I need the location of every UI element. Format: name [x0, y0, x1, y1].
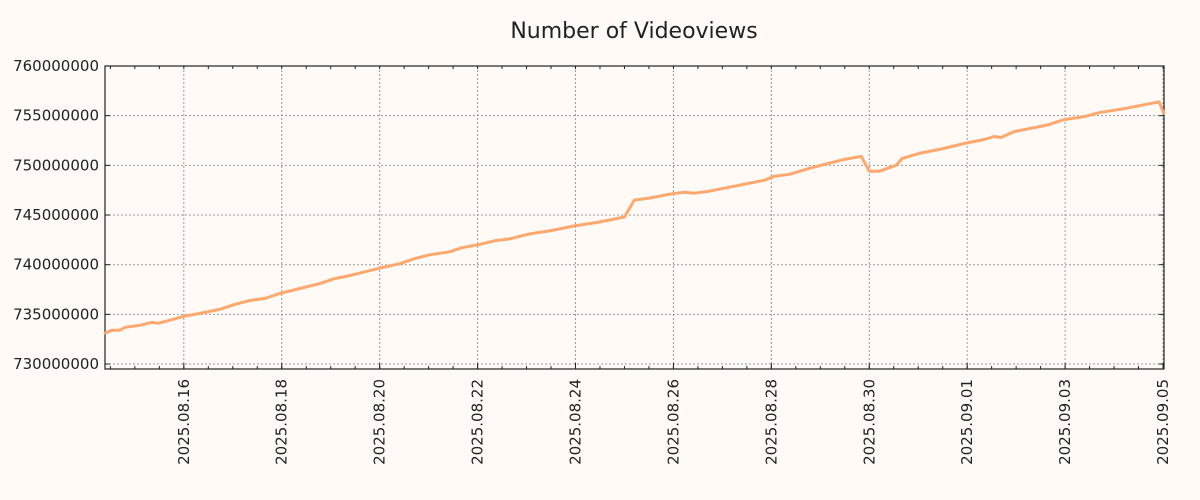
data-point — [633, 198, 636, 202]
y-tick-label: 760000000 — [13, 57, 99, 75]
data-point — [707, 189, 711, 193]
data-point — [1122, 107, 1126, 110]
data-point — [738, 184, 741, 187]
data-point — [763, 179, 766, 182]
data-point — [682, 190, 686, 194]
data-point — [318, 282, 322, 285]
plot-frame — [104, 65, 1165, 370]
data-point — [460, 246, 463, 249]
data-point — [208, 310, 211, 313]
data-point — [788, 173, 791, 176]
data-point — [233, 303, 236, 306]
data-point — [218, 308, 221, 311]
data-point — [298, 287, 302, 290]
data-point — [110, 329, 114, 332]
data-point — [198, 312, 202, 315]
data-point — [156, 322, 160, 325]
y-tick-label: 740000000 — [13, 256, 99, 274]
data-point — [860, 155, 863, 158]
data-point — [150, 321, 154, 324]
data-point — [900, 157, 904, 160]
data-point — [573, 224, 576, 228]
axes: 730000000 735000000 740000000 745000000 7500… — [13, 57, 1172, 465]
data-point — [138, 324, 141, 327]
data-point — [448, 250, 451, 253]
data-point — [999, 136, 1003, 139]
x-tick-label: 2025.08.28 — [762, 379, 780, 465]
data-point — [1082, 115, 1086, 118]
data-point — [823, 163, 826, 166]
data-point — [598, 220, 601, 224]
x-tick-label: 2025.09.01 — [958, 379, 976, 465]
data-point — [843, 158, 846, 161]
y-tick-label: 755000000 — [13, 107, 99, 125]
grid — [105, 65, 1164, 369]
data-point — [182, 315, 186, 318]
x-tick-label: 2025.08.16 — [175, 379, 193, 465]
data-point — [963, 142, 966, 145]
data-point — [1012, 130, 1016, 133]
data-point — [168, 319, 171, 322]
x-tick-label: 2025.09.03 — [1056, 379, 1074, 465]
data-point — [623, 215, 626, 219]
data-point — [668, 192, 671, 196]
data-point — [693, 191, 696, 195]
data-point — [773, 175, 776, 178]
data-point — [1097, 111, 1101, 114]
data-point — [118, 329, 121, 332]
data-point — [380, 266, 383, 269]
data-point — [248, 299, 252, 302]
data-point — [263, 297, 266, 300]
x-tick-label: 2025.08.22 — [469, 379, 487, 465]
data-point — [808, 167, 811, 170]
data-point — [493, 239, 496, 243]
data-point — [938, 148, 941, 151]
data-point — [398, 262, 401, 265]
data-point — [548, 229, 551, 233]
data-point — [476, 243, 479, 247]
x-tick-label: 2025.08.18 — [273, 379, 291, 465]
data-point — [1062, 118, 1066, 121]
data-point — [333, 277, 336, 280]
data-point — [992, 135, 996, 138]
y-tick-label: 730000000 — [13, 355, 99, 373]
data-point — [1047, 123, 1051, 126]
data-point — [103, 332, 107, 335]
data-point — [278, 292, 281, 295]
data-point — [368, 269, 372, 272]
data-point — [1153, 101, 1156, 104]
x-tick-label: 2025.08.24 — [567, 379, 585, 465]
data-point — [894, 164, 898, 167]
chart-title: Number of Videoviews — [510, 19, 757, 44]
data-point — [648, 196, 651, 200]
y-tick-label: 735000000 — [13, 305, 99, 323]
x-tick-label: 2025.09.05 — [1154, 379, 1172, 465]
data-point — [877, 170, 881, 173]
data-point — [413, 257, 416, 260]
y-tick-label: 745000000 — [13, 206, 99, 224]
data-point — [1037, 125, 1041, 128]
series-line-group — [103, 100, 1166, 335]
data-point — [1157, 100, 1161, 103]
x-tick-label: 2025.08.20 — [371, 379, 389, 465]
data-point — [123, 326, 127, 329]
y-tick-label: 750000000 — [13, 156, 99, 174]
data-point — [348, 274, 351, 277]
data-point — [1162, 112, 1166, 115]
x-tick-label: 2025.08.26 — [664, 379, 682, 465]
data-point — [918, 152, 921, 155]
data-point — [508, 237, 511, 241]
data-point — [528, 232, 531, 236]
data-point — [983, 138, 986, 141]
x-tick-label: 2025.08.30 — [860, 379, 878, 465]
data-point — [428, 253, 431, 256]
data-point — [868, 170, 871, 173]
